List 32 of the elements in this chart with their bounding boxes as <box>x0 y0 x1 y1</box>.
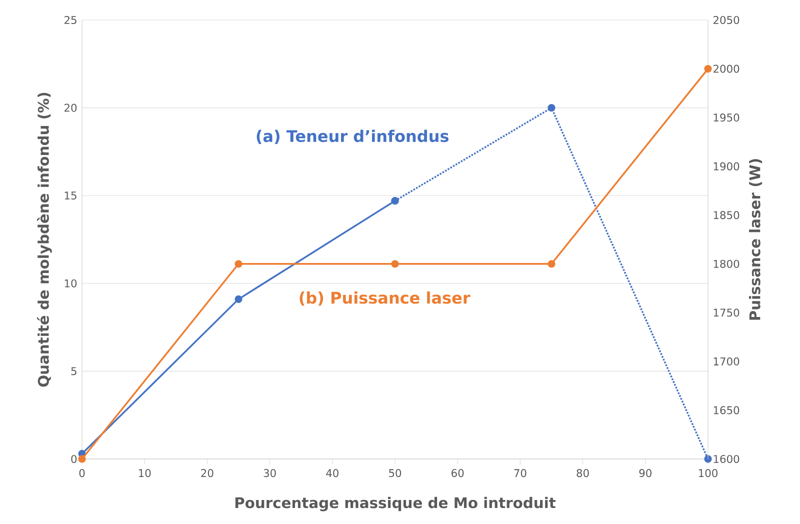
y2-tick-label: 1750 <box>714 308 740 317</box>
x-tick-label: 0 <box>79 469 85 478</box>
x-tick-label: 30 <box>264 469 276 478</box>
x-tick-label: 100 <box>698 469 718 478</box>
y2-tick-label: 1900 <box>714 162 740 170</box>
y-tick-label: 25 <box>64 16 76 24</box>
y2-axis-title: Puissance laser (W) <box>749 159 762 320</box>
x-tick-label: 70 <box>514 469 526 478</box>
y-tick-label: 0 <box>71 454 77 464</box>
y2-tick-label: 1700 <box>714 357 740 366</box>
y-tick-label: 20 <box>64 104 77 112</box>
y2-tick-label: 1950 <box>714 114 740 122</box>
y-tick-label: 10 <box>64 279 77 288</box>
y-axis-title: Quantité de molybdène infondu (%) <box>37 92 52 387</box>
y2-tick-label: 1800 <box>714 260 740 268</box>
x-tick-label: 40 <box>326 469 338 478</box>
y2-tick-label: 2050 <box>713 16 740 24</box>
y-tick-label: 15 <box>64 192 76 200</box>
x-axis-title: Pourcentage massique de Mo introduit <box>235 496 556 512</box>
text: (a) Teneur d’infondus <box>256 130 448 144</box>
y-tick-label: 5 <box>71 367 76 376</box>
x-tick-label: 20 <box>201 469 214 478</box>
y2-tick-label: 2000 <box>713 64 740 73</box>
x-tick-label: 80 <box>576 469 589 478</box>
series-label: (b) Puissance laser <box>300 291 470 306</box>
x-tick-label: 60 <box>452 469 464 478</box>
y2-tick-label: 1850 <box>714 211 740 220</box>
x-tick-label: 90 <box>639 469 652 478</box>
x-tick-label: 10 <box>138 469 151 478</box>
y2-tick-label: 1600 <box>714 454 740 464</box>
x-tick-label: 50 <box>389 469 402 478</box>
y2-tick-label: 1650 <box>714 406 740 414</box>
